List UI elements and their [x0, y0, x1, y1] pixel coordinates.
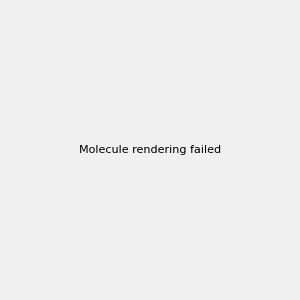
Text: Molecule rendering failed: Molecule rendering failed	[79, 145, 221, 155]
